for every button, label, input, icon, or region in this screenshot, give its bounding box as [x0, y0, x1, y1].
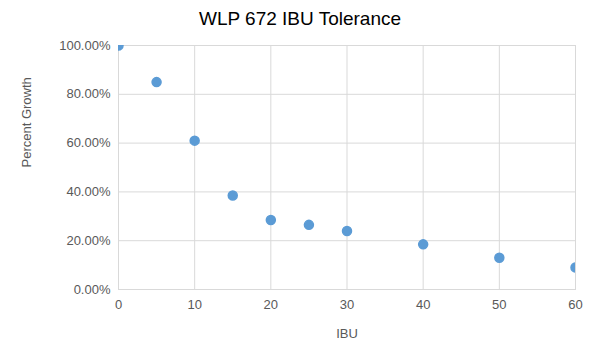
svg-text:IBU: IBU [336, 326, 358, 341]
svg-text:20: 20 [264, 297, 278, 312]
svg-text:Percent Growth: Percent Growth [19, 77, 34, 167]
svg-text:30: 30 [340, 297, 354, 312]
svg-text:60.00%: 60.00% [66, 135, 111, 150]
svg-text:40: 40 [416, 297, 430, 312]
svg-text:60: 60 [568, 297, 582, 312]
svg-text:50: 50 [492, 297, 506, 312]
svg-text:100.00%: 100.00% [59, 38, 111, 53]
svg-text:0.00%: 0.00% [74, 282, 111, 297]
svg-text:0: 0 [115, 297, 122, 312]
svg-text:20.00%: 20.00% [66, 233, 111, 248]
svg-text:80.00%: 80.00% [66, 86, 111, 101]
svg-text:10: 10 [187, 297, 201, 312]
svg-text:40.00%: 40.00% [66, 184, 111, 199]
html-text:WLP 672 IBU Tolerance: WLP 672 IBU Tolerance [199, 8, 401, 29]
